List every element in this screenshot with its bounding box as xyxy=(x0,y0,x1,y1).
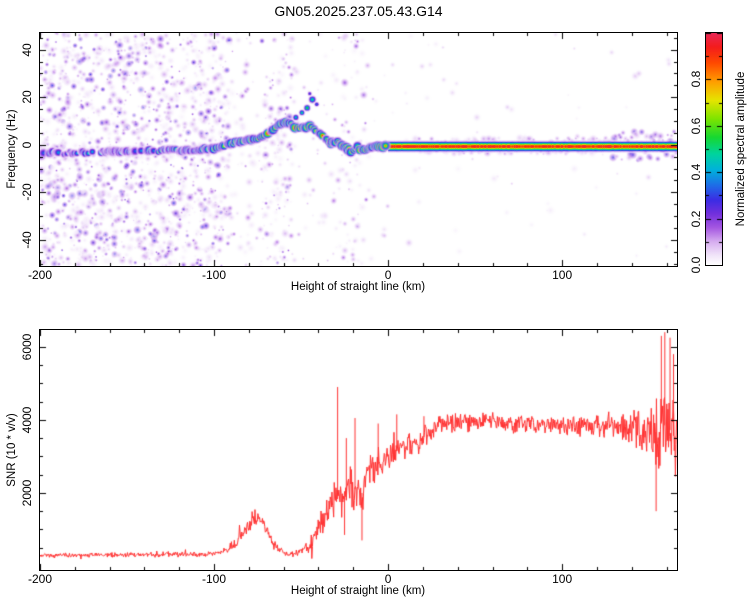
top-y-tick-label: 0 xyxy=(20,141,34,149)
colorbar-tick-label: 0.4 xyxy=(689,163,703,181)
bottom-y-tick-label: 2000 xyxy=(20,479,34,507)
bottom-y-tick-label: 4000 xyxy=(20,406,34,434)
top-x-tick-label: 0 xyxy=(384,268,392,282)
top-y-tick-label: 20 xyxy=(20,90,34,104)
top-x-tick-label: -200 xyxy=(27,268,53,282)
colorbar-label: Normalized spectral amplitude xyxy=(735,71,747,227)
top-y-tick-label: -40 xyxy=(20,231,34,249)
bottom-x-tick-label: 100 xyxy=(552,572,573,586)
bottom-y-tick-label: 6000 xyxy=(20,333,34,361)
colorbar-tick-label: 0.6 xyxy=(689,117,703,135)
bottom-y-axis-label: SNR (10 * v/v) xyxy=(6,413,18,487)
top-y-axis-label: Frequency (Hz) xyxy=(6,109,18,189)
top-x-tick-label: -100 xyxy=(202,268,227,282)
colorbar-tick-label: 0.8 xyxy=(689,71,703,88)
top-y-tick-label: -20 xyxy=(20,183,34,201)
spectrogram-canvas xyxy=(39,32,678,267)
bottom-x-axis-label: Height of straight line (km) xyxy=(290,585,426,597)
colorbar-tick-label: 0.2 xyxy=(689,210,703,227)
top-x-axis-label: Height of straight line (km) xyxy=(290,281,426,293)
colorbar xyxy=(705,32,723,266)
top-y-tick-label: 40 xyxy=(20,42,34,57)
bottom-x-tick-label: 0 xyxy=(384,572,392,586)
top-x-tick-label: 100 xyxy=(552,268,573,282)
colorbar-tick-label: 0.0 xyxy=(689,256,703,274)
snr-canvas xyxy=(39,329,678,571)
bottom-x-tick-label: -100 xyxy=(202,572,227,586)
bottom-x-tick-label: -200 xyxy=(27,572,53,586)
plot-title: GN05.2025.237.05.43.G14 xyxy=(274,3,443,19)
